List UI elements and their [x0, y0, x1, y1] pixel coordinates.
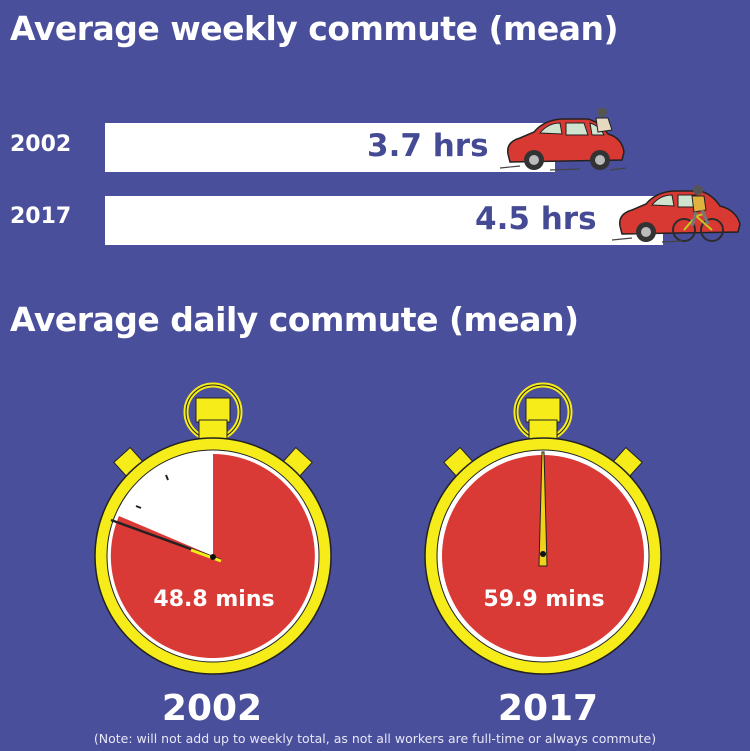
stopwatch-2002	[94, 382, 332, 675]
bar-2002	[105, 123, 555, 172]
year-label-2017: 2017	[10, 204, 72, 229]
stopwatch-2017	[424, 382, 662, 675]
bottom-year-2002: 2002	[161, 688, 263, 729]
car-icon	[500, 108, 627, 171]
year-label-2002: 2002	[10, 132, 72, 157]
weekly-title: Average weekly commute (mean)	[10, 9, 619, 48]
watch-value-2017: 59.9 mins	[483, 587, 605, 612]
bar-value-2017: 4.5 hrs	[475, 201, 597, 237]
watch-value-2002: 48.8 mins	[153, 587, 275, 612]
bottom-year-2017: 2017	[497, 688, 599, 729]
bar-value-2002: 3.7 hrs	[367, 128, 489, 164]
bar-2017	[105, 196, 663, 245]
footnote: (Note: will not add up to weekly total, …	[93, 731, 657, 746]
car-with-cyclist-icon	[612, 185, 741, 243]
daily-title: Average daily commute (mean)	[10, 300, 579, 339]
